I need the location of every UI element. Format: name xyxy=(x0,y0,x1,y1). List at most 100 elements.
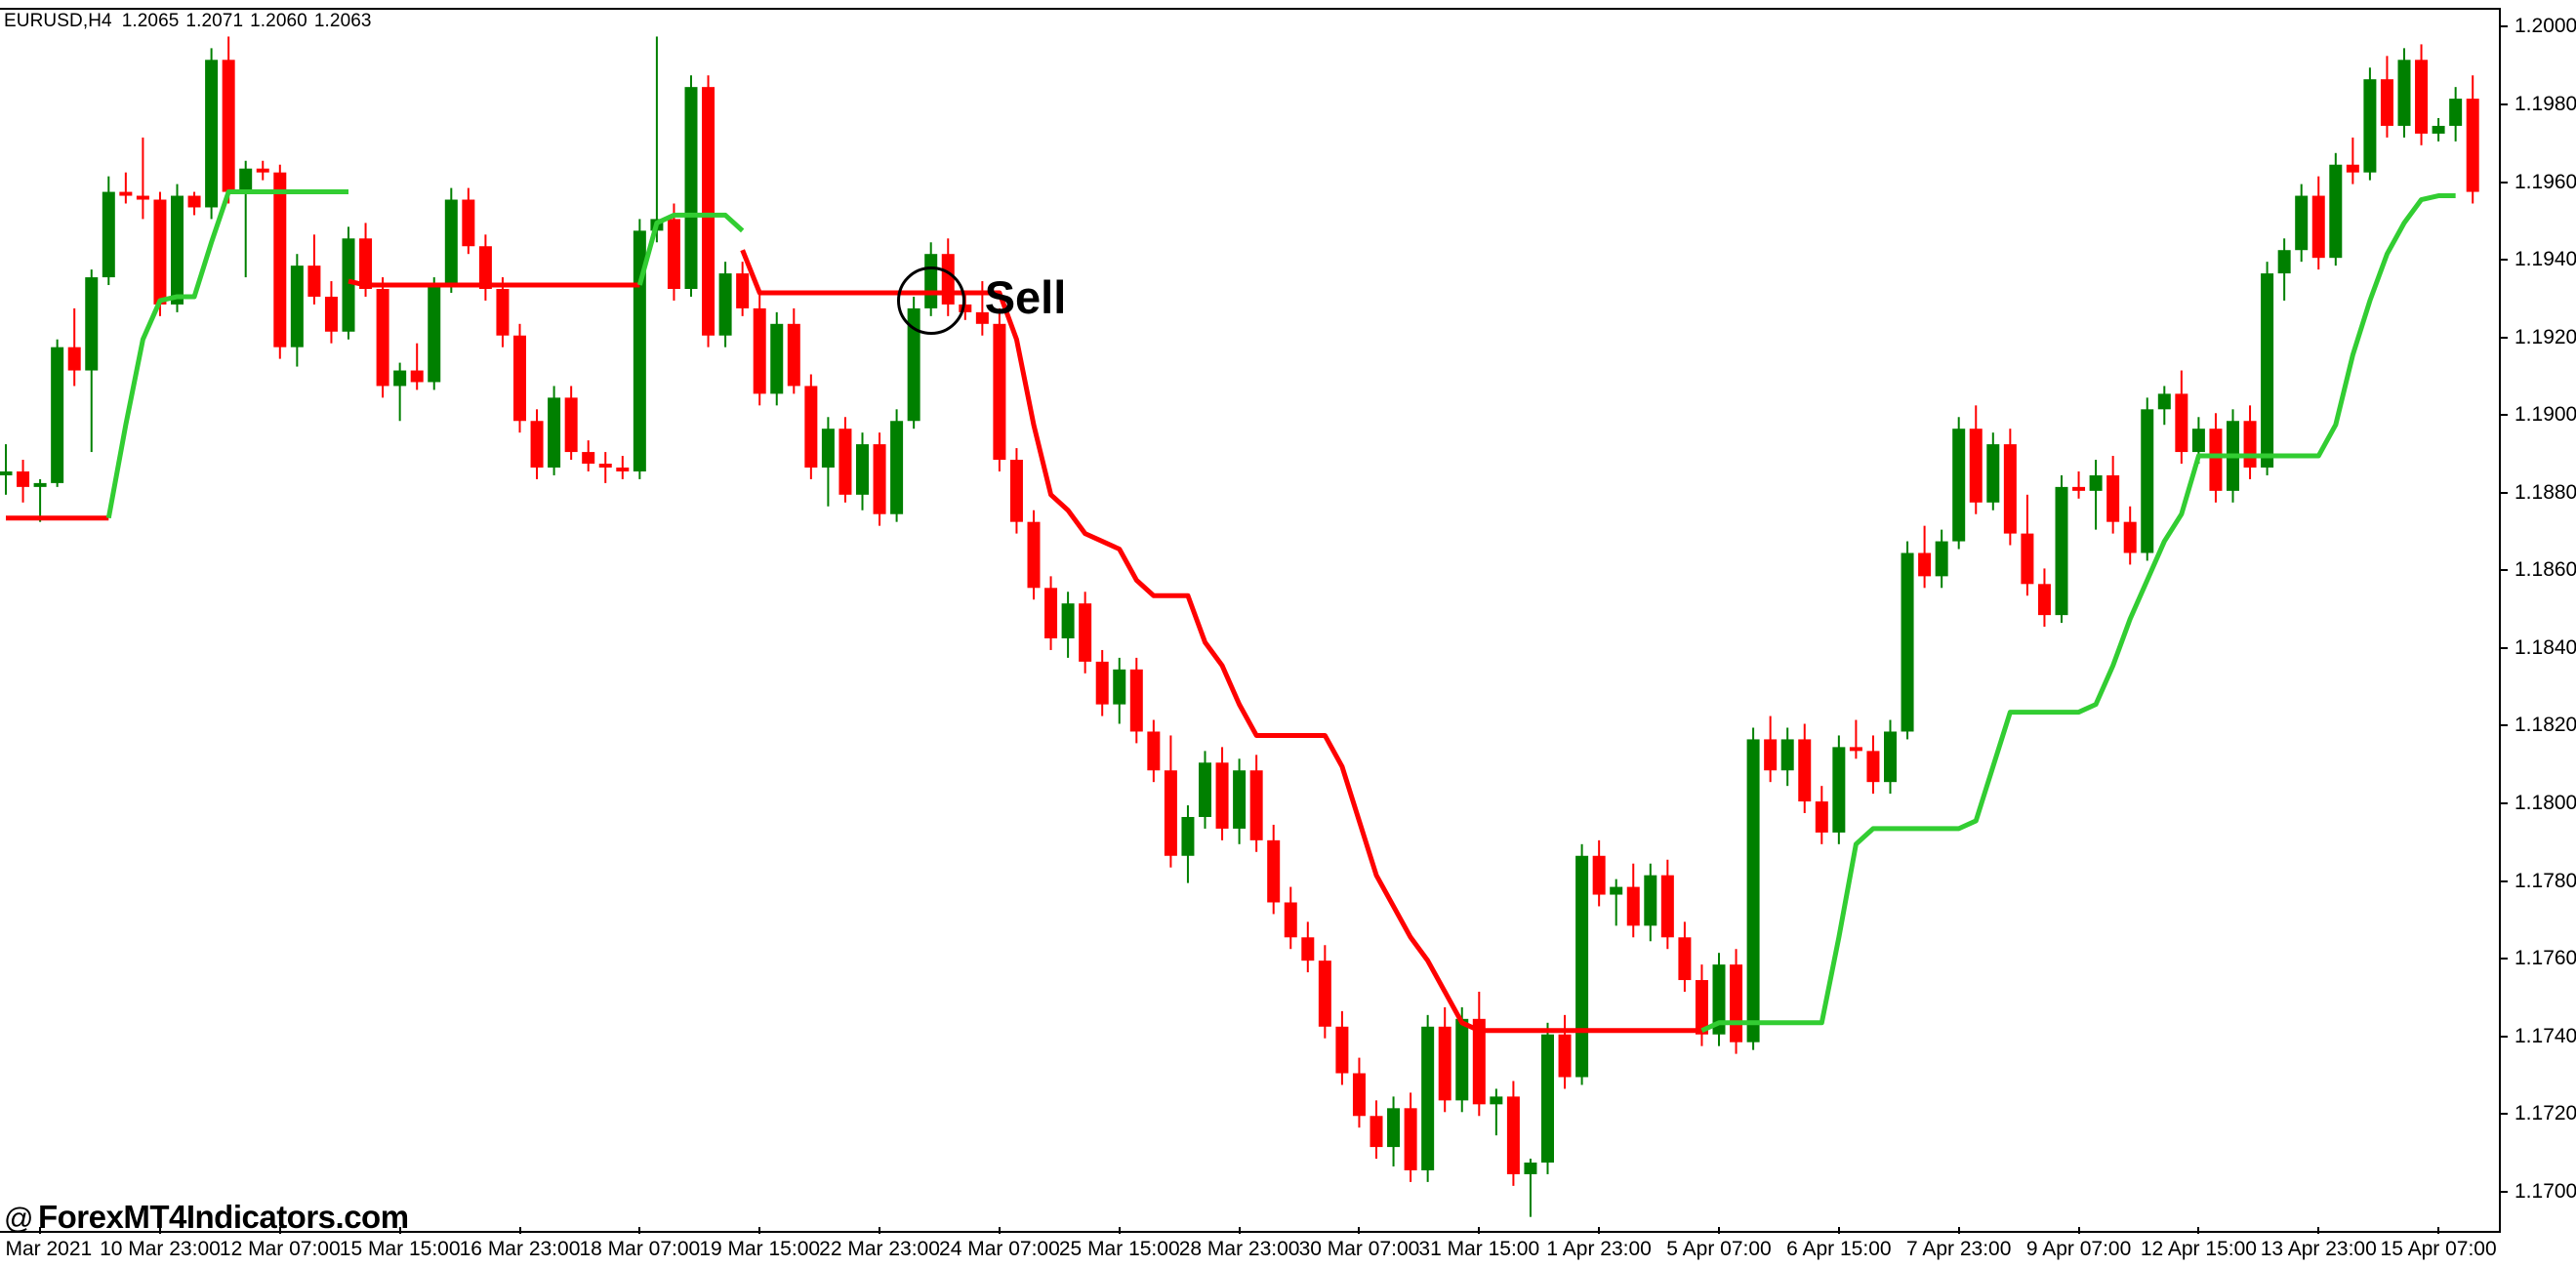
candle-wick xyxy=(1615,879,1617,926)
candle-body xyxy=(1215,762,1229,829)
chart-plot-area[interactable] xyxy=(0,10,2499,1233)
candle-body xyxy=(616,467,630,471)
price-tick xyxy=(2501,1035,2508,1038)
candle-body xyxy=(2175,393,2188,453)
watermark-text: ForexMT4Indicators.com xyxy=(37,1199,409,1235)
indicator-line-down xyxy=(740,249,1702,1034)
candle-body xyxy=(187,195,201,208)
candle-wick xyxy=(1855,719,1858,759)
time-label: 30 Mar 07:00 xyxy=(1298,1238,1420,1260)
candle-wick xyxy=(655,36,658,243)
price-tick xyxy=(2501,724,2508,727)
time-tick xyxy=(1238,1227,1241,1234)
candle-body xyxy=(222,60,235,192)
candle-body xyxy=(1884,731,1897,783)
candle-body xyxy=(804,386,818,468)
price-label: 1.1740 xyxy=(2515,1024,2576,1047)
candle-body xyxy=(51,347,64,483)
candle-body xyxy=(1712,964,1726,1035)
candle-body xyxy=(2089,474,2103,491)
candle-body xyxy=(324,296,338,332)
candle-body xyxy=(959,304,972,312)
price-label: 1.1780 xyxy=(2515,869,2576,892)
candle-body xyxy=(548,397,561,468)
candle-body xyxy=(2449,99,2463,126)
candle-body xyxy=(1079,603,1092,662)
candle-body xyxy=(1626,886,1640,926)
time-tick xyxy=(2437,1227,2440,1234)
at-symbol: @ xyxy=(4,1203,33,1235)
price-label: 1.1860 xyxy=(2515,558,2576,582)
time-tick xyxy=(278,1227,281,1234)
watermark: @ ForexMT4Indicators.com xyxy=(4,1199,409,1236)
candle-body xyxy=(2003,444,2017,534)
candle-body xyxy=(2072,486,2086,491)
candle-body xyxy=(856,444,869,495)
candle-body xyxy=(393,370,407,387)
candle-body xyxy=(1575,855,1589,1078)
candle-body xyxy=(1764,739,1778,771)
price-label: 1.1800 xyxy=(2515,792,2576,815)
candle-body xyxy=(1472,1018,1486,1105)
candle-body xyxy=(256,168,269,173)
time-label: 19 Mar 15:00 xyxy=(699,1238,821,1260)
candle-body xyxy=(359,238,373,289)
candle-body xyxy=(478,246,492,290)
indicator-line-down xyxy=(348,278,640,288)
time-label: 16 Mar 23:00 xyxy=(459,1238,581,1260)
candle-body xyxy=(1249,770,1263,840)
candle-body xyxy=(821,429,835,468)
time-tick xyxy=(158,1227,161,1234)
price-axis[interactable]: 1.2000 1.1980 1.1960 1.1940 1.1920 1.1900 1.18… xyxy=(2501,0,2576,1267)
time-label: 6 Apr 15:00 xyxy=(1786,1238,1892,1260)
time-label: 25 Mar 15:00 xyxy=(1058,1238,1180,1260)
candle-body xyxy=(718,273,732,336)
candle-body xyxy=(1541,1034,1554,1164)
candle-body xyxy=(1129,669,1143,732)
time-tick xyxy=(1358,1227,1361,1234)
price-tick xyxy=(2501,1113,2508,1116)
price-label: 1.1900 xyxy=(2515,403,2576,427)
candle-body xyxy=(205,60,219,208)
candle-wick xyxy=(2095,460,2098,530)
time-label: 28 Mar 23:00 xyxy=(1178,1238,1300,1260)
candle-body xyxy=(1370,1116,1383,1148)
candle-body xyxy=(736,273,750,308)
candle-body xyxy=(1832,747,1846,833)
price-label: 1.1980 xyxy=(2515,93,2576,116)
price-tick xyxy=(2501,491,2508,494)
time-tick xyxy=(518,1227,521,1234)
ohlc-value-0: 1.2065 xyxy=(121,11,180,31)
candle-body xyxy=(1044,588,1058,638)
candle-body xyxy=(1524,1163,1537,1174)
time-tick xyxy=(1837,1227,1840,1234)
time-tick xyxy=(2197,1227,2200,1234)
candle-body xyxy=(2209,429,2223,491)
candle-wick xyxy=(142,137,144,220)
time-tick xyxy=(758,1227,761,1234)
price-label: 1.2000 xyxy=(2515,15,2576,38)
time-tick xyxy=(2077,1227,2080,1234)
candle-body xyxy=(2415,60,2429,134)
price-tick xyxy=(2501,181,2508,184)
candle-body xyxy=(1660,875,1674,938)
candle-body xyxy=(1490,1096,1503,1105)
candle-body xyxy=(1798,739,1812,802)
time-tick xyxy=(998,1227,1001,1234)
candle-body xyxy=(1061,603,1075,638)
candle-body xyxy=(2397,60,2411,126)
time-tick xyxy=(1478,1227,1481,1234)
candle-body xyxy=(907,307,920,422)
time-tick xyxy=(1118,1227,1121,1234)
time-tick xyxy=(1598,1227,1601,1234)
price-tick xyxy=(2501,879,2508,882)
candle-body xyxy=(1678,937,1692,981)
candle-body xyxy=(239,168,253,192)
candle-body xyxy=(2329,164,2343,259)
candle-body xyxy=(1301,937,1315,961)
candle-body xyxy=(2380,79,2393,126)
candle-body xyxy=(2311,195,2325,259)
candle-body xyxy=(17,470,30,487)
